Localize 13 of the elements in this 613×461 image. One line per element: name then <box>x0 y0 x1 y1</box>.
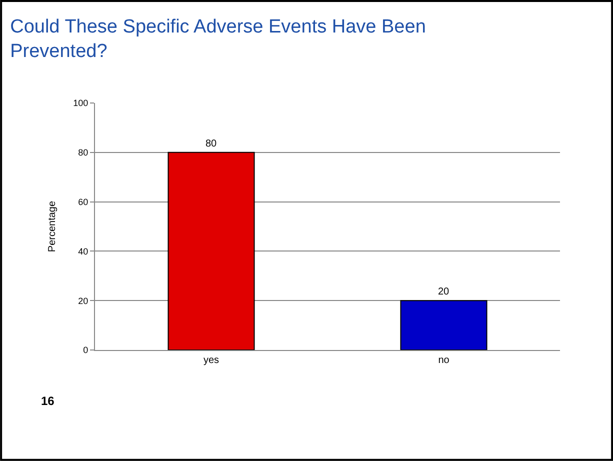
data-label: 20 <box>438 286 450 298</box>
y-tick-label: 0 <box>83 345 88 356</box>
chart-title: Could These Specific Adverse Events Have Been Prevented? <box>10 16 426 62</box>
data-label: 80 <box>205 138 218 150</box>
y-tick-label: 20 <box>78 296 88 306</box>
x-tick-label: no <box>438 355 450 366</box>
y-tick-label: 80 <box>78 148 88 158</box>
y-axis-title: Percentage <box>47 200 58 252</box>
y-tick-label: 100 <box>73 98 88 108</box>
x-tick-label: yes <box>203 355 220 366</box>
text: 16 <box>41 394 55 408</box>
y-tick-label: 40 <box>78 246 88 256</box>
y-tick-label: 60 <box>78 196 88 207</box>
